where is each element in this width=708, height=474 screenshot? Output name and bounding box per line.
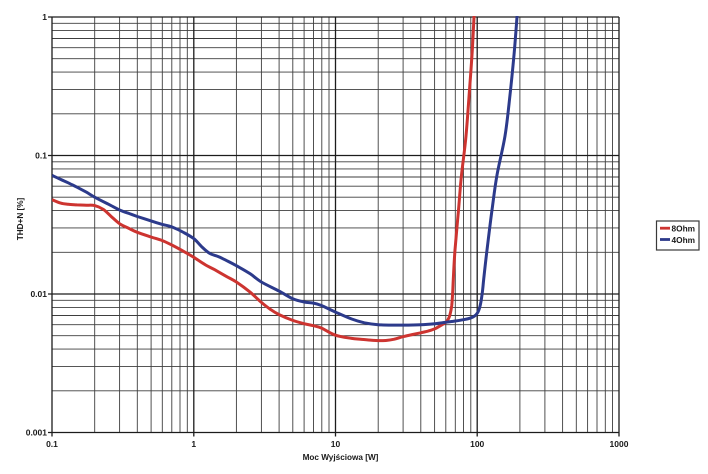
svg-text:0.1: 0.1 bbox=[35, 151, 47, 161]
svg-text:1000: 1000 bbox=[610, 439, 629, 449]
svg-text:THD+N [%]: THD+N [%] bbox=[16, 197, 25, 240]
svg-text:8Ohm: 8Ohm bbox=[672, 224, 696, 234]
svg-text:0.001: 0.001 bbox=[26, 428, 48, 438]
svg-text:10: 10 bbox=[331, 439, 341, 449]
svg-text:1: 1 bbox=[42, 12, 47, 22]
svg-text:4Ohm: 4Ohm bbox=[672, 235, 696, 245]
svg-text:1: 1 bbox=[191, 439, 196, 449]
svg-text:0.01: 0.01 bbox=[30, 289, 47, 299]
svg-text:Moc Wyjściowa [W]: Moc Wyjściowa [W] bbox=[303, 453, 379, 462]
svg-text:100: 100 bbox=[470, 439, 484, 449]
svg-text:0.1: 0.1 bbox=[46, 439, 58, 449]
